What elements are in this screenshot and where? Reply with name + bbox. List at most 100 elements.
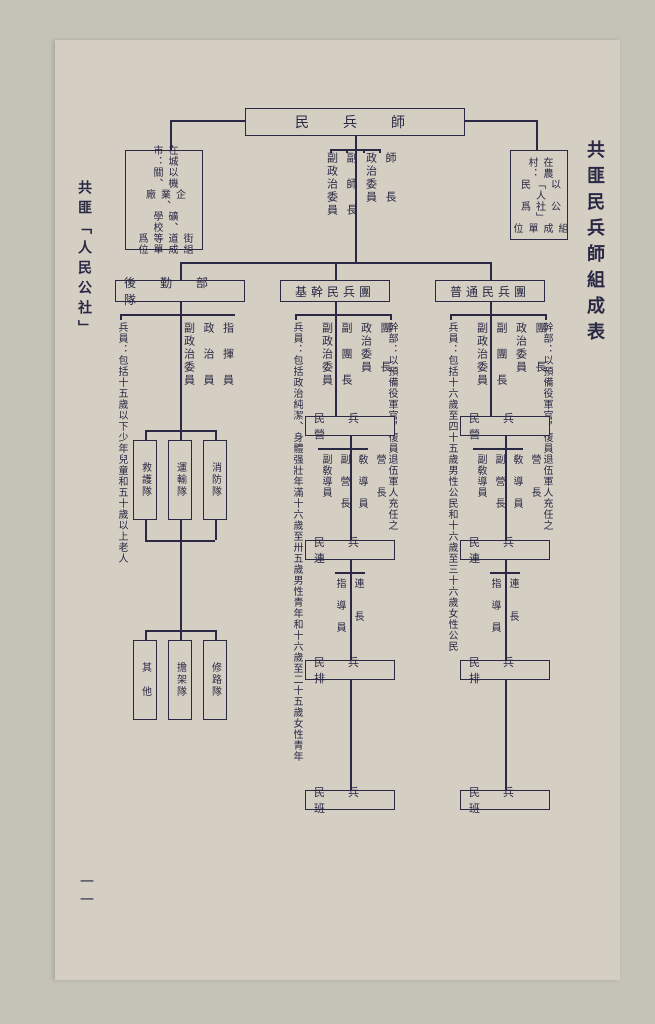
org-chart: 共匪民兵師組成表 共匪「人民公社」 一一 民 兵 師 在農村： 以「人民 公社」… [55,40,620,980]
line: 街道等爲 [134,233,194,244]
branch-staff: 團 長 政治委員 副 團 長 副政治委員 [473,322,548,387]
connector [215,630,217,640]
branch-member: 兵員：包括十六歲至四十五歲男性公民和十六歲至三十六歲女性公民 [444,322,459,652]
connector [355,150,357,262]
connector [145,430,147,440]
connector [363,149,365,153]
connector [390,314,392,320]
line: 以機關、 [149,167,179,189]
root-context-right: 在農村： 以「人民 公社」爲 組成單位 [510,150,568,240]
level-box: 民 兵 班 [305,790,395,810]
connector [180,540,182,630]
unit-box: 運輸隊 [168,440,192,520]
level-box: 民 兵 排 [305,660,395,680]
connector [346,149,348,153]
staff: 副政治委員 [318,322,335,387]
connector [318,448,368,450]
connector [215,430,217,440]
line: 在城市： [149,145,179,167]
staff: 敎 導 員 [354,454,369,509]
connector [335,302,337,314]
level-staff: 連 長 指 導 員 [332,578,365,633]
connector [295,314,390,316]
unit-box: 消防隊 [203,440,227,520]
staff: 副 團 長 [338,322,355,387]
staff: 政治委員 [362,152,379,217]
connector [120,314,122,320]
connector [505,560,507,572]
branch-staff: 指 揮 員 政 治 員 副政治委員 [180,322,236,387]
staff: 指 導 員 [332,578,347,633]
staff: 政 治 員 [200,322,217,387]
connector [335,314,337,416]
staff: 副政治委員 [323,152,340,217]
connector [473,314,523,316]
staff: 副 團 長 [493,322,510,387]
connector [180,630,182,640]
connector [473,448,523,450]
connector [350,448,352,540]
line: 公社」爲 [517,201,562,223]
staff: 政治委員 [512,322,529,387]
connector [350,560,352,572]
staff: 營 長 [372,454,387,509]
staff: 副 營 長 [491,454,506,509]
level-box: 民 兵 營 [305,416,395,436]
line: 以「人民 [517,179,562,201]
root-box: 民 兵 師 [245,108,465,136]
staff: 副 師 長 [343,152,360,217]
staff: 副政治委員 [180,322,197,387]
staff: 團 長 [377,322,394,387]
connector [145,630,147,640]
connector [490,262,492,280]
level-staff: 營 長 敎 導 員 副 營 長 副敎導員 [318,454,387,509]
connector [180,520,182,540]
unit-box: 救護隊 [133,440,157,520]
level-box: 民 兵 連 [305,540,395,560]
connector [350,572,352,660]
root-context-left: 在城市： 以機關、 企業、廠 礦、學校 街道等爲 組成單位 [125,150,203,250]
connector [180,430,182,440]
connector [120,314,235,316]
staff: 師 長 [382,152,399,217]
branch-member: 兵員：包括政治純潔、身體强壯年滿十六歲至卅五歲男性青年和十六歲至二十五歲女性青年 [289,322,304,762]
staff: 副敎導員 [318,454,333,509]
staff: 指 導 員 [487,578,502,633]
root-staff: 師 長 政治委員 副 師 長 副政治委員 [323,152,398,217]
unit-box: 其 他 [133,640,157,720]
connector [170,120,245,122]
connector [330,149,332,153]
connector [465,120,536,122]
connector [450,314,452,320]
connector [180,302,182,314]
connector [355,136,357,150]
main-title: 共匪民兵師組成表 [582,140,608,348]
staff: 副 營 長 [336,454,351,509]
staff: 連 長 [350,578,365,633]
staff: 指 揮 員 [219,322,236,387]
connector [350,680,352,790]
line: 在農村： [524,157,554,179]
staff: 營 長 [527,454,542,509]
level-box: 民 兵 班 [460,790,550,810]
connector [215,520,217,540]
staff: 政治委員 [357,322,374,387]
unit-box: 擔架隊 [168,640,192,720]
connector [545,314,547,320]
connector [505,680,507,790]
connector [379,149,381,153]
connector [536,120,538,150]
connector [490,314,492,416]
level-box: 民 兵 排 [460,660,550,680]
level-box: 民 兵 連 [460,540,550,560]
connector [335,262,337,280]
branch-member: 兵員：包括十五歲以下少年兒童和五十歲以上老人 [114,322,129,564]
page-number: 一一 [75,874,95,910]
section-title: 共匪「人民公社」 [73,180,93,340]
connector [505,448,507,540]
staff: 副政治委員 [473,322,490,387]
connector [505,572,507,660]
staff: 敎 導 員 [509,454,524,509]
line: 企業、廠 [142,189,187,211]
connector [350,436,352,448]
